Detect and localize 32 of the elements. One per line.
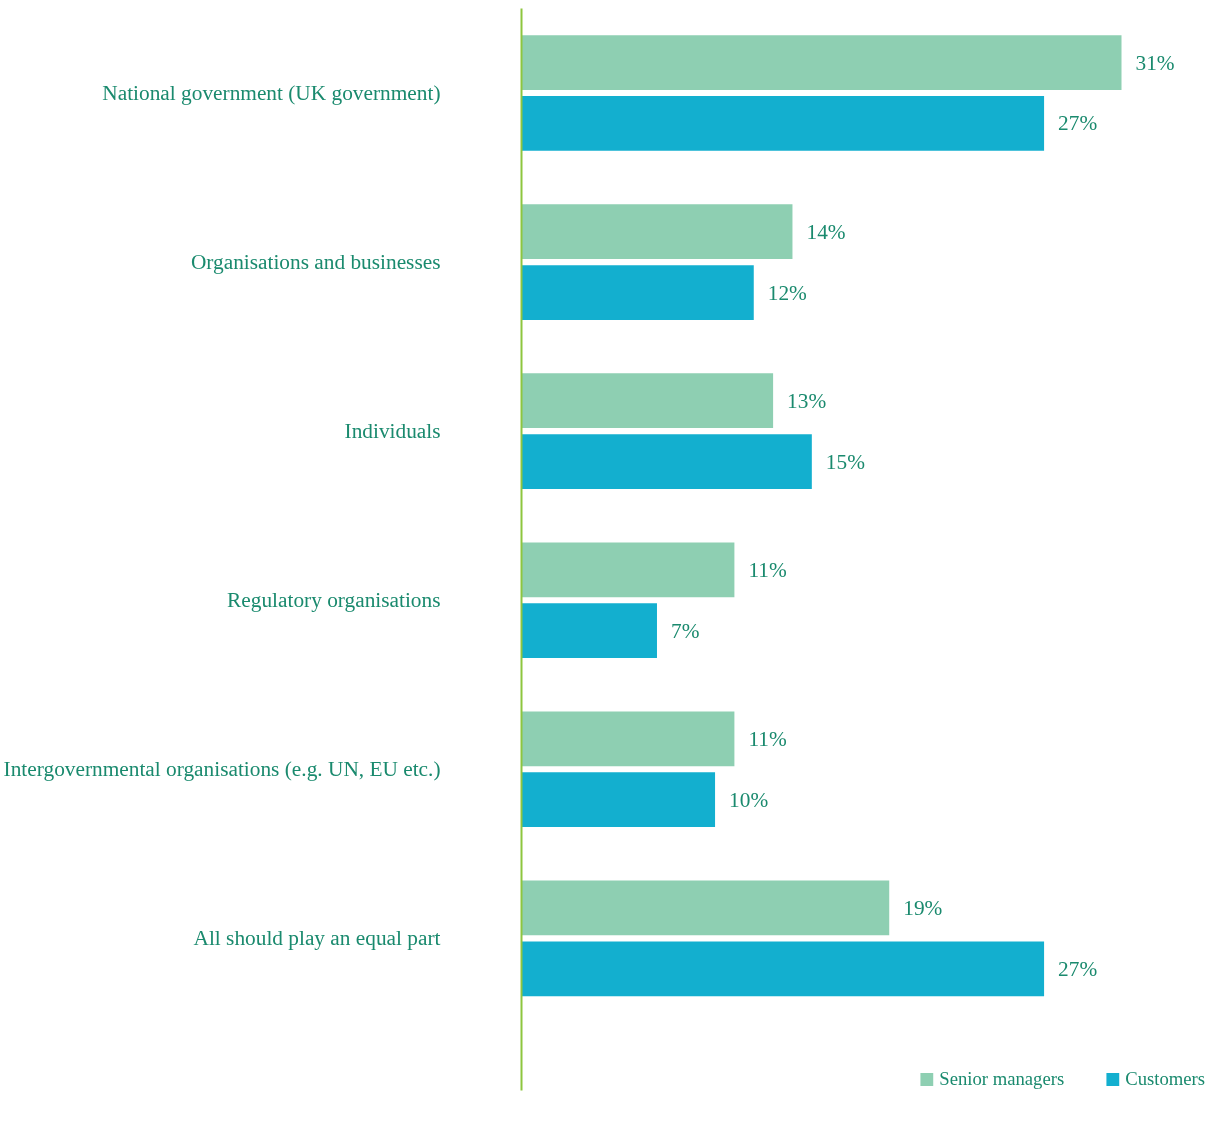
bar: [521, 373, 774, 429]
data-label: 7%: [670, 618, 700, 643]
data-label: 11%: [748, 726, 787, 751]
y-tick-label: Individuals: [344, 419, 441, 444]
data-label: 12%: [767, 280, 808, 305]
y-tick-label: All should play an equal part: [193, 926, 441, 951]
bar: [521, 711, 735, 767]
bar: [521, 96, 1045, 151]
data-label: 11%: [748, 557, 787, 582]
bar: [521, 265, 754, 320]
bar: [521, 434, 812, 489]
data-label: 13%: [787, 388, 827, 413]
data-label: 19%: [903, 895, 943, 920]
bar: [521, 603, 657, 659]
data-label: 27%: [1058, 111, 1098, 136]
data-label: 15%: [825, 449, 866, 474]
y-tick-label: Intergovernmental organisations (e.g. UN, EU etc.): [3, 757, 441, 782]
bar: [521, 204, 793, 260]
legend-label: Customers: [1125, 1068, 1205, 1090]
data-label: 14%: [806, 219, 846, 244]
y-tick-label: National government (UK government): [102, 81, 441, 106]
data-label: 27%: [1058, 956, 1098, 981]
y-tick-label: Organisations and businesses: [190, 250, 441, 275]
y-tick-label: Regulatory organisations: [227, 588, 441, 613]
data-label: 31%: [1135, 50, 1175, 75]
bar: [521, 772, 716, 828]
data-label: 10%: [729, 787, 769, 812]
bar: [521, 542, 735, 598]
bar: [521, 880, 890, 936]
legend-label: Senior managers: [939, 1068, 1065, 1090]
bar: [521, 35, 1122, 90]
bar: [521, 941, 1045, 997]
